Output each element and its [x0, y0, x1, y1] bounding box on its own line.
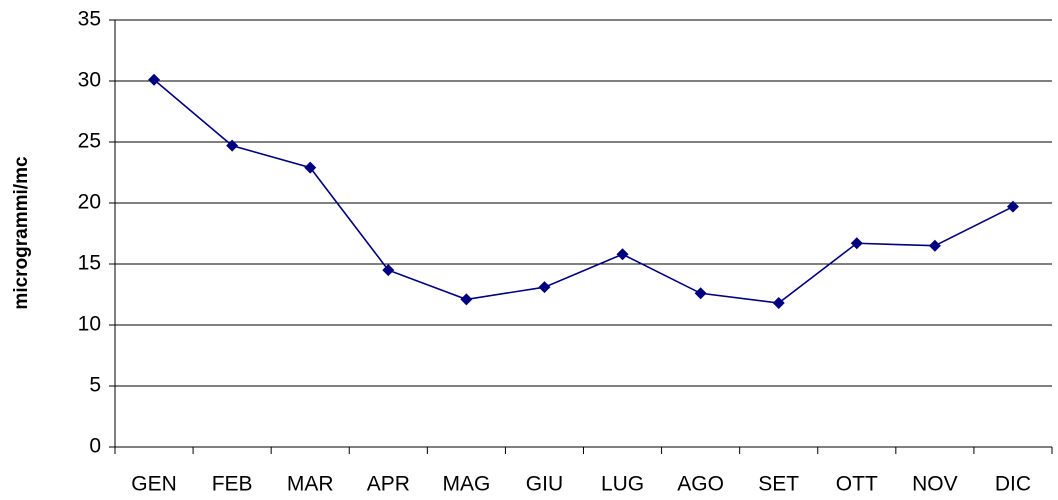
marker	[850, 237, 863, 250]
y-axis-label: microgrammi/mc	[11, 156, 32, 310]
marker	[616, 248, 629, 261]
x-tick-label: MAG	[442, 473, 490, 496]
x-tick-label: SET	[758, 473, 799, 496]
x-tick-label: AGO	[677, 473, 724, 496]
x-tick-label: APR	[367, 473, 410, 496]
x-tick-label: GIU	[526, 473, 563, 496]
line	[153, 79, 1014, 304]
x-tick-label: NOV	[912, 473, 958, 496]
marker	[928, 239, 941, 252]
y-tick-label: 10	[78, 313, 101, 336]
x-tick-label: MAR	[287, 473, 334, 496]
marker	[226, 139, 239, 152]
marker	[772, 297, 785, 310]
x-tick-label: GEN	[131, 473, 177, 496]
x-tick-label: DIC	[995, 473, 1031, 496]
y-tick-label: 5	[89, 374, 101, 397]
marker	[382, 264, 395, 277]
y-tick-label: 30	[78, 69, 101, 92]
marker	[304, 161, 317, 174]
x-tick-label: FEB	[212, 473, 253, 496]
x-tick-label: OTT	[836, 473, 878, 496]
marker	[148, 73, 161, 86]
y-tick-label: 35	[78, 8, 101, 31]
y-tick-label: 0	[89, 435, 101, 458]
marker	[538, 281, 551, 294]
marker	[694, 287, 707, 300]
marker	[1006, 200, 1019, 213]
y-tick-label: 20	[78, 191, 101, 214]
marker	[460, 293, 473, 306]
x-tick-label: LUG	[601, 473, 644, 496]
y-tick-label: 15	[78, 252, 101, 275]
y-tick-label: 25	[78, 130, 101, 153]
